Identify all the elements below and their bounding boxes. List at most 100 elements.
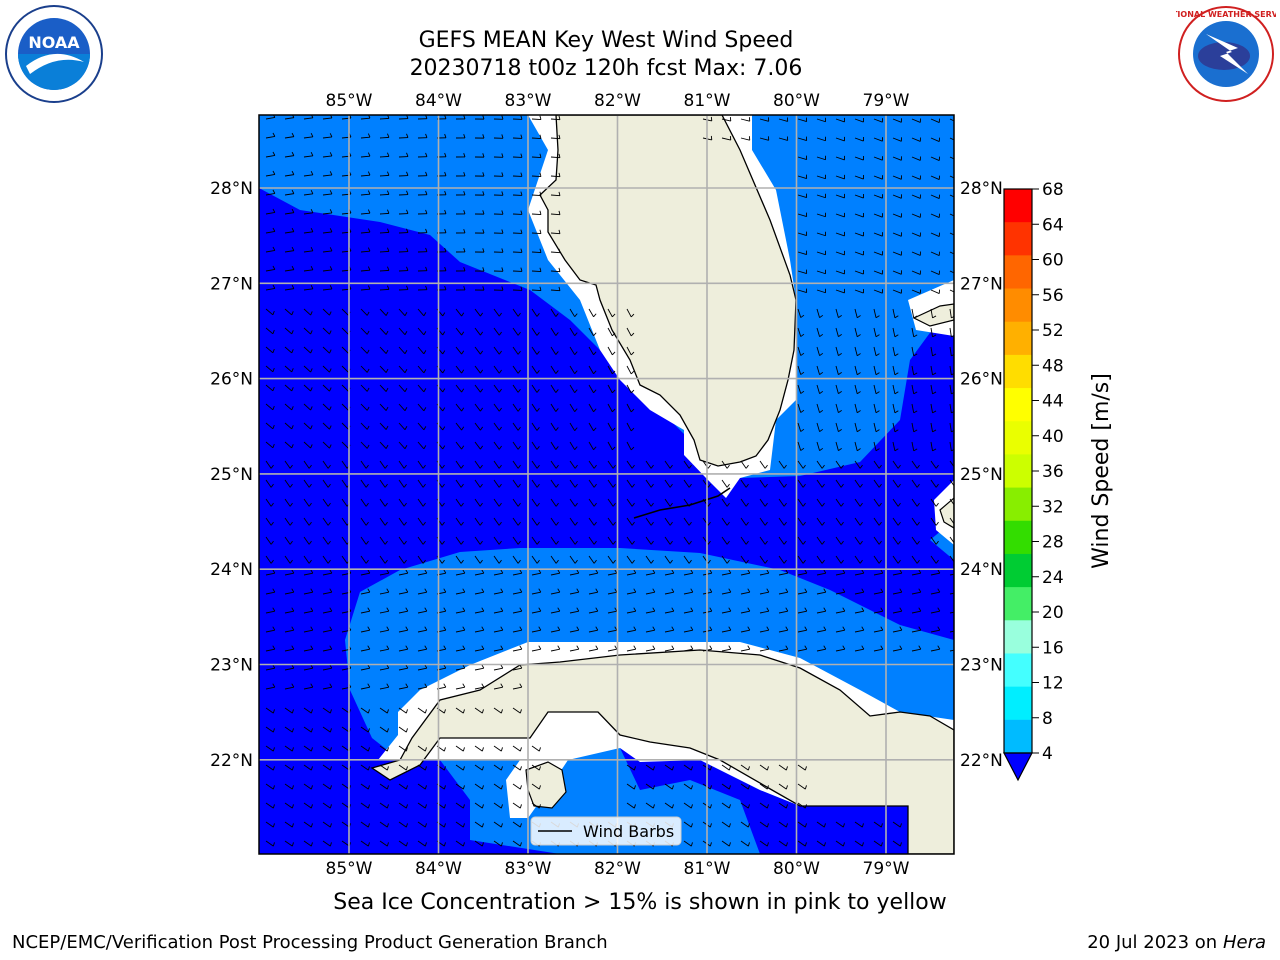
wind-barb	[797, 308, 802, 318]
wind-barb	[265, 479, 272, 488]
wind-barb	[892, 610, 902, 614]
wind-barb	[550, 156, 561, 159]
wind-barb	[284, 288, 294, 291]
wind-barb	[322, 572, 332, 576]
wind-barb	[474, 591, 484, 595]
wind-barb	[854, 156, 864, 161]
wind-barb-flag	[424, 842, 427, 847]
wind-barb	[493, 802, 502, 809]
wind-barb-flag	[932, 410, 937, 414]
wind-barb	[379, 288, 390, 291]
wind-barb-flag	[536, 483, 540, 488]
wind-barb-flag	[688, 540, 692, 545]
wind-barb-flag	[783, 483, 787, 488]
wind-barb	[303, 174, 313, 177]
wind-barb-flag	[327, 483, 331, 488]
wind-barb	[303, 403, 311, 411]
wind-barb-flag	[272, 424, 275, 429]
wind-barb-flag	[536, 502, 540, 507]
wind-barb	[398, 536, 405, 545]
wind-barb	[398, 821, 407, 828]
wind-barb-flag	[423, 445, 427, 450]
wind-barb-flag	[861, 588, 865, 593]
wind-barb	[835, 555, 842, 564]
wind-barb	[930, 175, 940, 181]
wind-barb-flag	[688, 483, 692, 488]
wind-barb	[626, 384, 632, 394]
wind-barb	[303, 269, 313, 272]
wind-barb	[455, 327, 462, 336]
wind-barb	[759, 648, 769, 652]
wind-barb-flag	[270, 521, 274, 526]
wind-barb-flag	[821, 521, 825, 526]
wind-barb-flag	[688, 559, 692, 564]
wind-barb	[360, 441, 368, 449]
wind-barb	[265, 707, 274, 714]
wind-barb	[778, 802, 787, 809]
wind-barb	[873, 137, 883, 142]
wind-barb	[322, 384, 330, 392]
wind-barb-flag	[289, 559, 293, 564]
colorbar-tick-label: 56	[1042, 286, 1064, 306]
lon-label-bottom: 80°W	[773, 859, 820, 879]
wind-barb	[303, 840, 312, 847]
wind-barb-flag	[726, 521, 730, 526]
wind-barb	[550, 629, 560, 633]
wind-barb	[721, 840, 730, 847]
wind-barb	[873, 156, 883, 161]
wind-barb-flag	[424, 709, 427, 714]
wind-barb-flag	[442, 407, 446, 412]
wind-barb-flag	[406, 133, 409, 138]
wind-barb	[569, 422, 576, 431]
wind-barb	[417, 517, 424, 526]
wind-barb-flag	[462, 766, 465, 771]
wind-barb-flag	[785, 823, 788, 828]
wind-barb	[512, 498, 519, 507]
wind-barb	[531, 327, 538, 336]
wind-barb-flag	[630, 370, 635, 375]
wind-barb	[816, 517, 823, 526]
wind-barb	[569, 555, 576, 564]
wind-barb-flag	[385, 444, 389, 449]
wind-barb-flag	[558, 153, 561, 158]
wind-barb	[835, 289, 845, 294]
wind-barb-flag	[669, 502, 673, 507]
wind-barb-flag	[593, 540, 597, 545]
wind-barb-flag	[955, 560, 957, 563]
wind-barb	[949, 175, 954, 179]
wind-barb	[284, 441, 293, 449]
chart-title-line1: GEFS MEAN Key West Wind Speed	[418, 28, 794, 53]
wind-barb	[398, 840, 407, 847]
wind-barb-flag	[424, 607, 428, 612]
wind-barb	[284, 610, 294, 614]
wind-barb-flag	[631, 559, 635, 564]
wind-barb	[360, 231, 371, 234]
wind-barb-flag	[441, 521, 445, 526]
wind-barb-flag	[539, 172, 542, 177]
wind-barb	[493, 821, 502, 828]
wind-barb-flag	[766, 588, 770, 593]
wind-barb	[417, 327, 425, 336]
wind-barb	[531, 232, 542, 235]
wind-barb	[797, 118, 807, 123]
wind-barb-flag	[387, 266, 390, 271]
wind-barb-flag	[272, 683, 276, 688]
wind-barb	[816, 118, 826, 123]
wind-barb	[455, 572, 465, 576]
wind-barb-flag	[880, 823, 883, 828]
wind-barb	[341, 479, 348, 488]
wind-barb	[683, 764, 692, 771]
wind-barb	[284, 648, 294, 652]
wind-barb-flag	[404, 426, 408, 430]
wind-barb-flag	[310, 626, 314, 631]
wind-barb-flag	[875, 334, 880, 338]
wind-barb-flag	[555, 559, 559, 564]
wind-barb	[664, 555, 671, 564]
wind-barb	[873, 308, 877, 318]
wind-barb-flag	[366, 311, 370, 316]
wind-barb	[531, 648, 541, 652]
wind-barb	[304, 860, 311, 865]
wind-barb-flag	[783, 540, 787, 545]
wind-barb	[550, 384, 557, 393]
wind-barb	[892, 194, 902, 199]
